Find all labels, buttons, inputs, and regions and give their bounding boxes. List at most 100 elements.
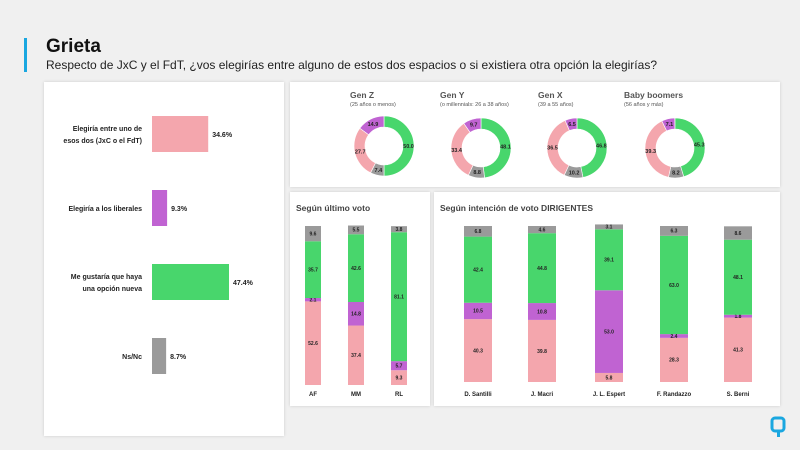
overall-bar-0 [152, 116, 209, 152]
overall-category-label-1-0: Elegiría a los liberales [68, 206, 142, 213]
last-vote-value-label-1-gray: 5.5 [353, 228, 360, 234]
donut-value-label-2-green: 46.8 [596, 144, 607, 150]
donut-value-label-0-purple: 14.9 [368, 122, 379, 128]
overall-bar-2 [152, 264, 229, 300]
leaders-value-label-1-pink: 39.8 [537, 349, 547, 355]
last-vote-value-label-2-pink: 9.3 [396, 375, 403, 381]
leaders-title: Según intención de voto DIRIGENTES [440, 203, 593, 213]
last-vote-value-label-1-pink: 37.4 [351, 353, 361, 359]
last-vote-segment-2-gray [391, 226, 407, 233]
leaders-value-label-2-pink: 5.8 [606, 375, 613, 381]
leaders-segment-2-purple [595, 290, 623, 373]
generation-subtitle-0: (25 años o menos) [350, 102, 396, 108]
last-vote-segment-2-green [391, 232, 407, 362]
leaders-category-label-2: J. L. Espert [593, 392, 625, 398]
leaders-segment-2-pink [595, 372, 623, 382]
overall-bar-3 [152, 338, 167, 374]
last-vote-value-label-0-green: 35.7 [308, 267, 318, 273]
leaders-segment-4-purple [724, 314, 752, 318]
leaders-segment-0-gray [464, 226, 492, 237]
generation-title-0: Gen Z [350, 90, 374, 100]
leaders-value-label-3-gray: 6.3 [671, 229, 678, 235]
donut-value-label-1-purple: 9.7 [470, 123, 478, 129]
leaders-value-label-0-gray: 6.8 [475, 229, 482, 235]
overall-value-label-3: 8.7% [170, 354, 187, 361]
last-vote-value-label-2-purple: 5.7 [396, 363, 403, 369]
leaders-value-label-1-gray: 4.6 [539, 227, 546, 233]
generation-subtitle-1: (o millennials: 26 a 38 años) [440, 102, 509, 108]
overall-value-label-1: 9.3% [171, 206, 188, 213]
donut-slice-2-purple [564, 117, 578, 131]
donut-slice-0-purple [359, 115, 385, 136]
last-vote-value-label-0-gray: 9.6 [310, 231, 317, 237]
donut-value-label-3-gray: 8.2 [672, 170, 680, 176]
leaders-value-label-4-purple: 1.8 [735, 314, 742, 320]
leaders-value-label-3-pink: 28.3 [669, 358, 679, 364]
leaders-value-label-0-green: 42.4 [473, 267, 483, 273]
last-vote-value-label-2-gray: 3.8 [396, 227, 403, 233]
leaders-segment-1-purple [528, 303, 556, 320]
overall-category-label-2-1: una opción nueva [82, 286, 142, 293]
leaders-value-label-2-green: 39.1 [604, 258, 614, 264]
overall-value-label-0: 34.6% [212, 132, 233, 139]
overall-category-label-0-0: Elegiría entre uno de [73, 126, 142, 133]
donut-value-label-0-pink: 27.7 [355, 150, 366, 156]
overall-category-label-2-0: Me gustaría que haya [71, 274, 142, 281]
leaders-value-label-1-purple: 10.8 [537, 309, 547, 315]
last-vote-value-label-1-green: 42.6 [351, 266, 361, 272]
generation-title-1: Gen Y [440, 90, 465, 100]
donut-slice-3-purple [661, 117, 676, 132]
donut-value-label-2-purple: 6.5 [568, 122, 576, 128]
leaders-segment-0-green [464, 236, 492, 303]
last-vote-segment-2-purple [391, 361, 407, 371]
last-vote-category-label-0: AF [309, 392, 317, 398]
last-vote-value-label-0-pink: 52.6 [308, 341, 318, 347]
leaders-value-label-1-green: 44.8 [537, 266, 547, 272]
leaders-segment-2-gray [595, 224, 623, 230]
donut-value-label-2-pink: 36.5 [547, 146, 558, 152]
overall-category-label-0-1: esos dos (JxC o el FdT) [63, 138, 142, 145]
donut-value-label-0-gray: 7.4 [375, 168, 384, 174]
leaders-segment-4-pink [724, 317, 752, 382]
donut-value-label-3-pink: 39.3 [645, 149, 656, 155]
leaders-value-label-2-gray: 3.1 [606, 225, 613, 231]
last-vote-segment-0-pink [305, 301, 321, 385]
last-vote-segment-1-green [348, 234, 364, 303]
generation-title-3: Baby boomers [624, 90, 683, 100]
last-vote-title: Según último voto [296, 203, 370, 213]
last-vote-value-label-2-green: 81.1 [394, 294, 404, 300]
leaders-segment-3-pink [660, 337, 688, 382]
leaders-segment-0-purple [464, 302, 492, 320]
page-title: Grieta [46, 36, 101, 57]
leaders-category-label-0: D. Santilli [464, 392, 492, 398]
donut-value-label-1-pink: 33.4 [451, 148, 463, 154]
leaders-segment-3-green [660, 235, 688, 335]
last-vote-category-label-1: MM [351, 392, 361, 398]
last-vote-value-label-1-purple: 14.8 [351, 312, 361, 318]
leaders-value-label-4-gray: 8.6 [735, 231, 742, 237]
last-vote-segment-1-gray [348, 225, 364, 235]
generation-subtitle-3: (56 años y más) [624, 102, 664, 108]
leaders-segment-3-gray [660, 226, 688, 236]
generation-title-2: Gen X [538, 90, 563, 100]
last-vote-segment-2-pink [391, 370, 407, 385]
leaders-value-label-3-green: 63.0 [669, 283, 679, 289]
last-vote-segment-0-green [305, 241, 321, 299]
last-vote-segment-0-purple [305, 298, 321, 302]
title-accent-bar [24, 38, 27, 72]
last-vote-value-label-0-purple: 2.1 [310, 297, 317, 303]
brand-logo-icon [770, 416, 786, 437]
leaders-segment-1-green [528, 233, 556, 304]
last-vote-segment-1-pink [348, 325, 364, 385]
page-subtitle: Respecto de JxC y el FdT, ¿vos elegirías… [46, 58, 657, 72]
leaders-segment-0-pink [464, 319, 492, 382]
leaders-segment-1-pink [528, 319, 556, 382]
leaders-value-label-0-pink: 40.3 [473, 348, 483, 354]
donut-slice-1-purple [463, 117, 482, 133]
generation-subtitle-2: (39 a 55 años) [538, 102, 574, 108]
leaders-value-label-4-green: 48.1 [733, 275, 743, 281]
donut-value-label-3-purple: 7.1 [666, 122, 674, 128]
donut-value-label-0-green: 50.0 [403, 144, 414, 150]
leaders-value-label-4-pink: 41.3 [733, 348, 743, 354]
